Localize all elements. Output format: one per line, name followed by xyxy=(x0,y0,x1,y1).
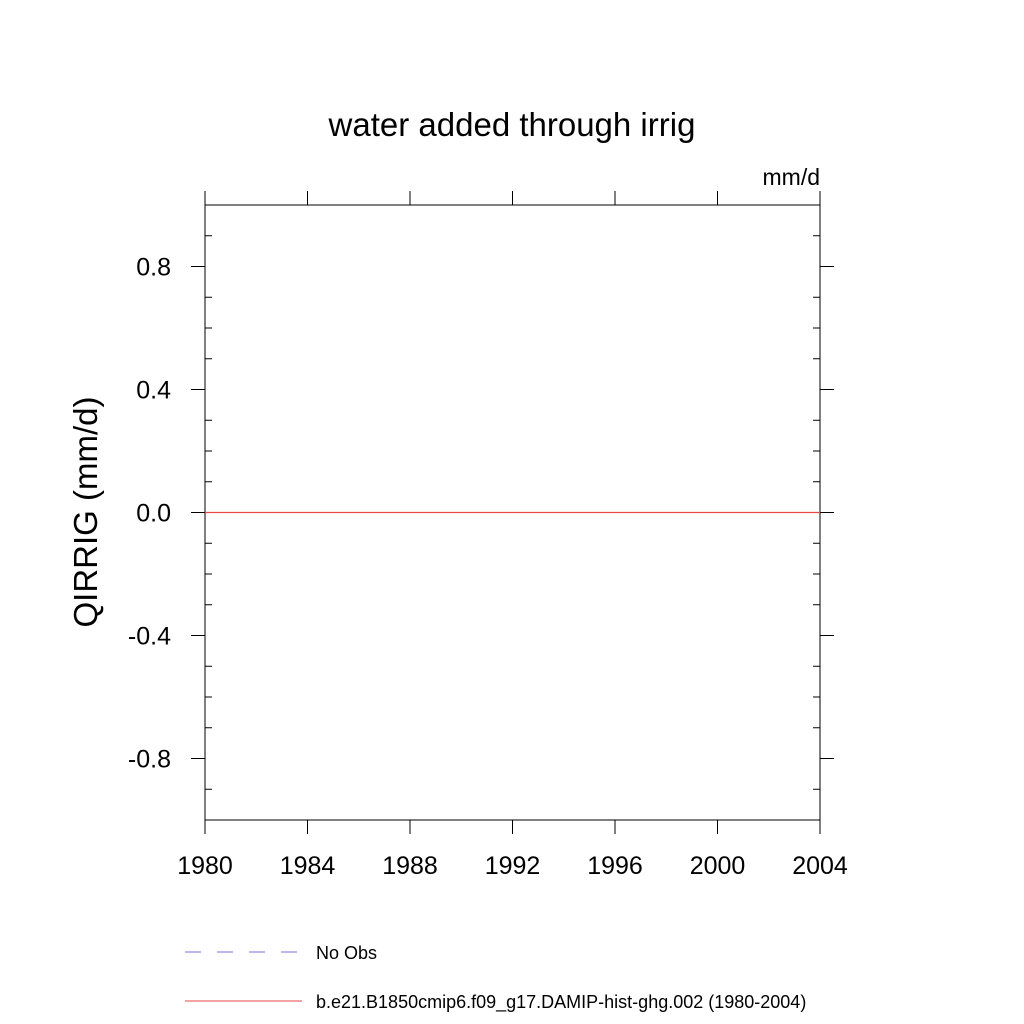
y-tick-label: -0.8 xyxy=(128,746,171,774)
x-tick-label: 2004 xyxy=(792,852,848,880)
y-tick-label: 0.4 xyxy=(136,377,171,405)
y-axis-label: QIRRIG (mm/d) xyxy=(67,397,104,628)
legend-label-no-obs: No Obs xyxy=(316,943,377,963)
legend: No Obs b.e21.B1850cmip6.f09_g17.DAMIP-hi… xyxy=(185,943,806,1013)
x-tick-label: 1996 xyxy=(587,852,643,880)
x-tick-label: 1984 xyxy=(280,852,336,880)
x-tick-label: 2000 xyxy=(690,852,746,880)
legend-label-model: b.e21.B1850cmip6.f09_g17.DAMIP-hist-ghg.… xyxy=(316,992,806,1013)
axis-ticks: 1980 1984 1988 1992 1996 2000 2004 -0.8 -0.4 0.0 0… xyxy=(128,191,848,880)
y-tick-label: -0.4 xyxy=(128,623,171,651)
chart-title: water added through irrig xyxy=(328,106,696,143)
x-tick-label: 1980 xyxy=(177,852,233,880)
y-tick-label: 0.8 xyxy=(136,254,171,282)
units-label: mm/d xyxy=(763,164,821,190)
y-tick-label: 0.0 xyxy=(136,500,171,528)
x-tick-label: 1988 xyxy=(382,852,438,880)
x-tick-label: 1992 xyxy=(485,852,541,880)
